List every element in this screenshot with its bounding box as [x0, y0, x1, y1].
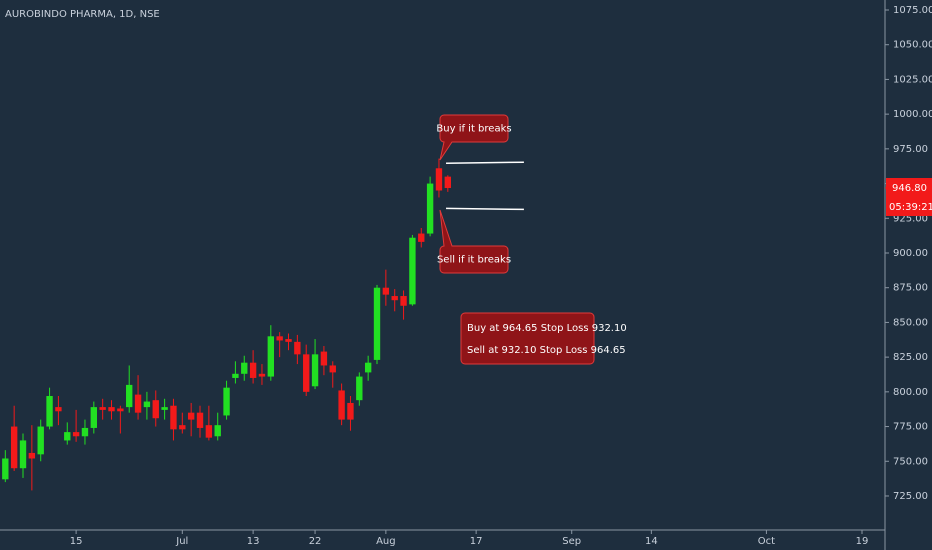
candle-body [426, 183, 434, 234]
candle-body [134, 394, 142, 413]
candle-body [258, 373, 266, 377]
level-line [446, 207, 524, 211]
candle-body [294, 341, 301, 355]
candle-body [400, 296, 407, 306]
candle-body [435, 168, 443, 191]
candle-body [347, 402, 354, 420]
y-tick-label: 975.00 [893, 144, 928, 155]
chart-title: AUROBINDO PHARMA, 1D, NSE [5, 9, 160, 20]
candle-body [19, 440, 27, 469]
note-text: Sell at 932.10 Stop Loss 964.65 [467, 345, 626, 356]
y-tick-label: 925.00 [893, 213, 928, 224]
annotations: Buy if it breaks Sell if it breaks Buy a… [436, 114, 627, 365]
callout-text: Buy if it breaks [436, 124, 511, 135]
candle-body [152, 400, 159, 419]
candle-body [373, 287, 381, 360]
last-price-box [886, 178, 932, 217]
x-tick-label: 13 [247, 536, 260, 547]
countdown-label: 05:39:21 [889, 202, 932, 213]
x-tick-label: Oct [758, 536, 775, 547]
x-tick-label: 17 [470, 536, 483, 547]
candle-body [81, 427, 89, 437]
candle-body [232, 373, 239, 378]
callout-text: Sell if it breaks [437, 255, 511, 266]
candle-body [241, 362, 248, 374]
candle-body [64, 432, 71, 441]
candle-body [170, 405, 177, 430]
candle-body [72, 432, 80, 437]
candle-body [303, 354, 310, 392]
y-tick-label: 1000.00 [893, 109, 932, 120]
candle-body [179, 425, 186, 430]
note-box [460, 312, 595, 365]
x-tick-label: 19 [856, 536, 869, 547]
candle-body [285, 339, 292, 342]
level-line [446, 161, 524, 164]
candle-body [143, 401, 151, 408]
candle-body [329, 365, 336, 373]
candle-body [320, 351, 328, 366]
candle-body [46, 396, 53, 427]
note-text: Buy at 964.65 Stop Loss 932.10 [467, 323, 627, 334]
candle-body [356, 376, 363, 401]
candle-body [2, 458, 9, 480]
callout-box [439, 209, 509, 274]
y-tick-label: 1050.00 [893, 40, 932, 51]
candle-body [364, 362, 372, 373]
candle-body [418, 233, 425, 242]
x-tick-label: 14 [645, 536, 658, 547]
y-tick-label: 1025.00 [893, 74, 932, 85]
x-tick-label: 22 [309, 536, 322, 547]
candle-body [205, 425, 213, 438]
candle-body [276, 336, 283, 341]
y-tick-label: 800.00 [893, 387, 928, 398]
candle-body [108, 407, 115, 412]
candle-body [99, 407, 106, 410]
candle-body [391, 296, 398, 301]
candle-body [187, 412, 195, 420]
candle-body [55, 407, 62, 412]
y-tick-label: 750.00 [893, 456, 928, 467]
candle-body [10, 426, 18, 469]
y-tick-label: 1075.00 [893, 5, 932, 16]
y-tick-label: 775.00 [893, 422, 928, 433]
candle-body [382, 287, 390, 295]
candle-body [28, 452, 36, 459]
callout-box [439, 114, 509, 161]
x-tick-label: Sep [562, 536, 581, 547]
candle-body [126, 384, 133, 408]
y-tick-label: 875.00 [893, 283, 928, 294]
candle-body [444, 176, 451, 189]
x-tick-label: Aug [376, 536, 396, 547]
x-tick-label: 15 [70, 536, 83, 547]
candle-body [311, 354, 319, 387]
candle-body [161, 407, 168, 410]
candle-body [338, 390, 345, 420]
y-tick-label: 825.00 [893, 352, 928, 363]
last-price-label: 946.80 [892, 183, 927, 194]
y-tick-label: 900.00 [893, 248, 928, 259]
candle-body [214, 425, 221, 437]
y-tick-label: 725.00 [893, 491, 928, 502]
candle-body [249, 362, 257, 378]
candle-body [409, 237, 416, 305]
x-tick-label: Jul [175, 536, 188, 547]
y-tick-label: 850.00 [893, 317, 928, 328]
candle-body [223, 387, 230, 416]
candle-body [196, 412, 204, 428]
candle-body [117, 408, 124, 412]
candle-body [90, 407, 97, 428]
candle-body [267, 336, 274, 377]
candle-body [37, 426, 44, 455]
